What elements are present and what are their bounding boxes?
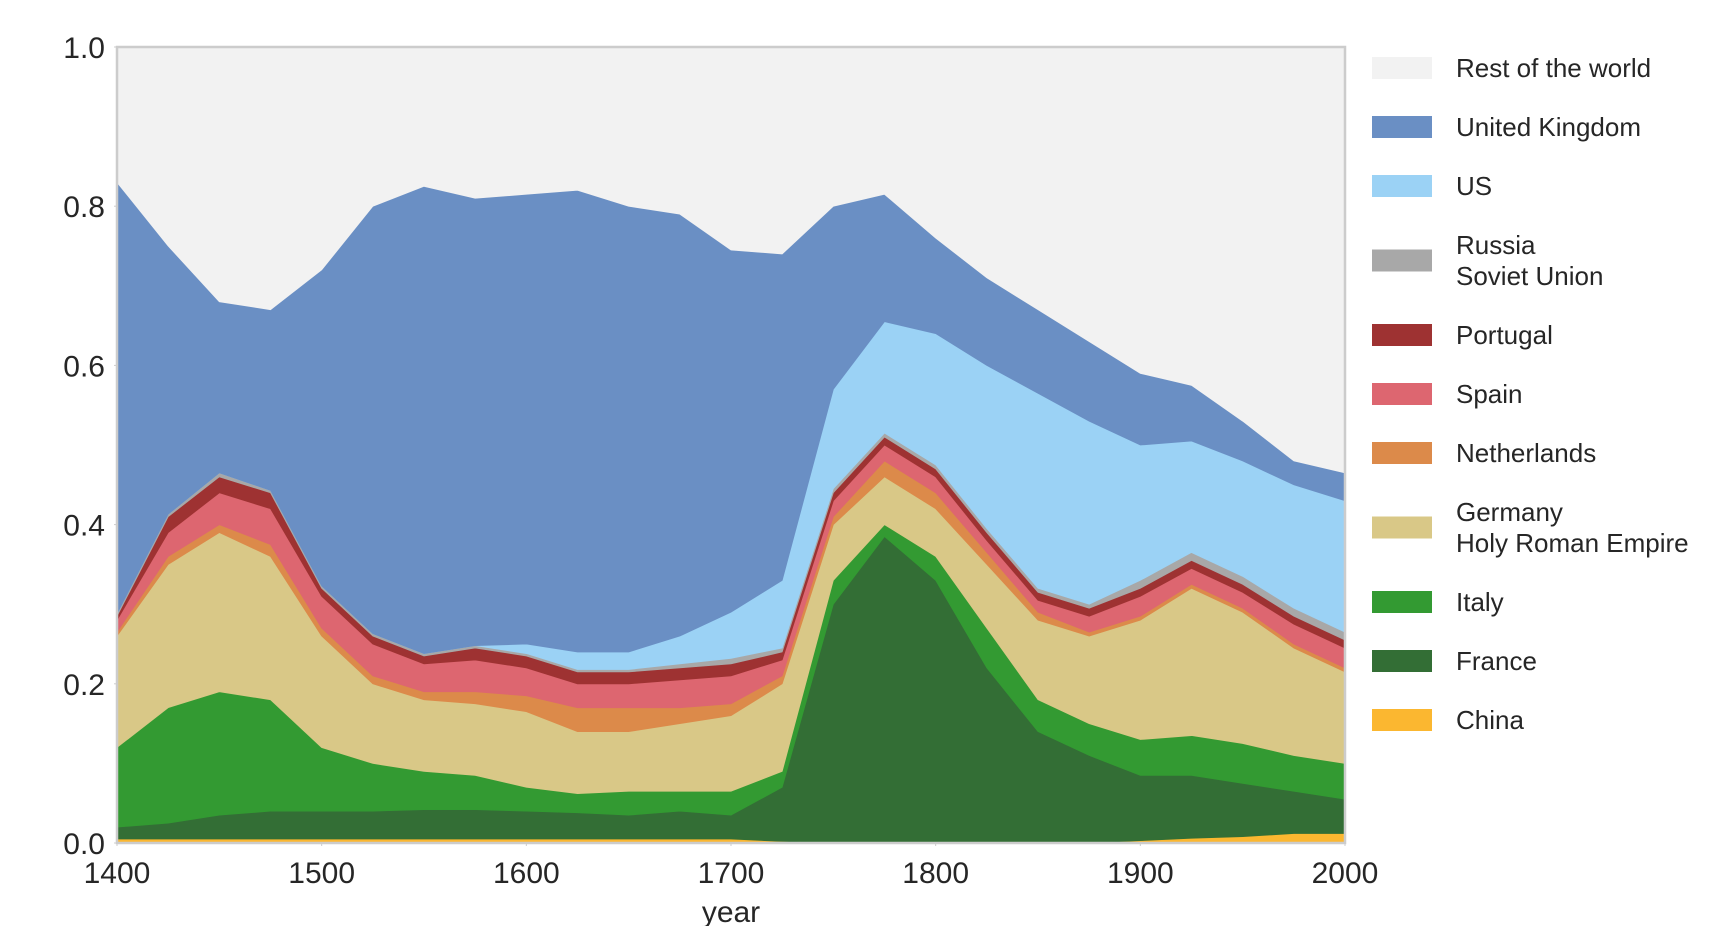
legend-label: Netherlands	[1456, 438, 1596, 468]
legend-label: Portugal	[1456, 320, 1553, 350]
legend-label: Spain	[1456, 379, 1523, 409]
y-tick-label: 1.0	[63, 32, 105, 65]
x-tick-label: 1800	[902, 857, 969, 890]
y-tick-label: 0.0	[63, 828, 105, 861]
x-axis-label: year	[702, 896, 760, 926]
legend-swatch	[1372, 591, 1432, 613]
legend-label: France	[1456, 646, 1537, 676]
legend-label: United Kingdom	[1456, 112, 1641, 142]
x-tick-label: 1700	[698, 857, 765, 890]
legend-label: China	[1456, 705, 1524, 735]
legend-swatch	[1372, 116, 1432, 138]
x-tick-label: 2000	[1312, 857, 1379, 890]
y-tick-label: 0.2	[63, 669, 105, 702]
plot-areas	[116, 46, 1346, 844]
x-tick-label: 1600	[493, 857, 560, 890]
y-tick-label: 0.6	[63, 350, 105, 383]
legend-label: US	[1456, 171, 1492, 201]
y-tick-label: 0.8	[63, 191, 105, 224]
legend-label: Russia Soviet Union	[1456, 230, 1603, 291]
y-tick-label: 0.4	[63, 510, 105, 543]
legend-label: Germany Holy Roman Empire	[1456, 497, 1689, 558]
legend-label: Italy	[1456, 587, 1504, 617]
legend-swatch	[1372, 516, 1432, 539]
x-tick-label: 1900	[1107, 857, 1174, 890]
legend-swatch	[1372, 650, 1432, 672]
legend-swatch	[1372, 249, 1432, 272]
legend-swatch	[1372, 709, 1432, 731]
legend-swatch	[1372, 324, 1432, 346]
legend-label: Rest of the world	[1456, 53, 1651, 83]
legend-swatch	[1372, 383, 1432, 405]
legend-swatch	[1372, 175, 1432, 197]
x-tick-label: 1400	[84, 857, 151, 890]
x-tick-label: 1500	[288, 857, 355, 890]
legend-swatch	[1372, 442, 1432, 464]
legend-swatch	[1372, 57, 1432, 79]
